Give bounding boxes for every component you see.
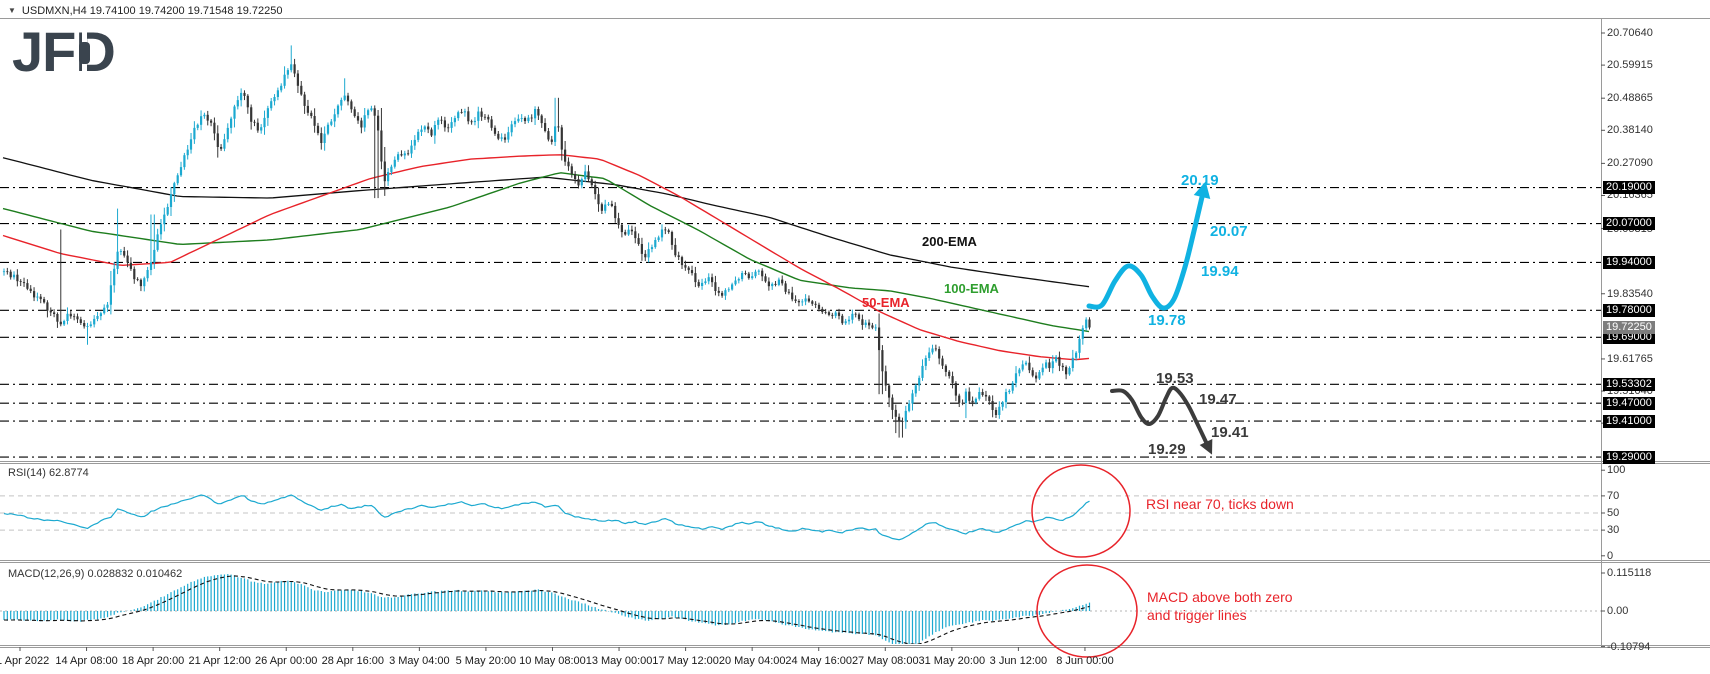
price-level-badge: 19.29000 (1603, 450, 1655, 464)
macd-axis-label: 0.00 (1607, 605, 1629, 617)
time-axis-label: 8 Jun 00:00 (1056, 655, 1114, 667)
projection-price-label: 19.78 (1148, 312, 1186, 329)
rsi-axis-label: 0 (1607, 549, 1614, 562)
symbol-quote-line: USDMXN,H4 19.74100 19.74200 19.71548 19.… (21, 5, 283, 17)
time-axis-label: 26 Apr 00:00 (255, 655, 318, 667)
analysis-note: and trigger lines (1147, 607, 1247, 623)
ema-name-label: 100-EMA (944, 281, 999, 296)
highlight-circle (1036, 564, 1138, 658)
price-level-badge: 19.41000 (1603, 414, 1655, 428)
time-axis-label: 3 Jun 12:00 (989, 655, 1048, 667)
rsi-indicator-label: RSI(14) 62.8774 (8, 467, 89, 479)
macd-signal-line (3, 575, 1090, 644)
projection-price-label: 19.47 (1199, 391, 1237, 408)
analysis-note: MACD above both zero (1147, 589, 1293, 605)
price-level-badge: 19.47000 (1603, 396, 1655, 410)
highlight-circle (1031, 464, 1131, 558)
rsi-line (3, 494, 1090, 541)
time-axis-label: 11 Apr 2022 (0, 655, 50, 667)
price-axis-label: 20.48865 (1607, 92, 1653, 105)
bullish-arrowhead (1193, 181, 1211, 199)
ema-name-label: 200-EMA (922, 234, 977, 249)
time-axis-label: 24 May 16:00 (785, 655, 853, 667)
candlestick-series (2, 45, 1091, 438)
rsi-axis-label: 50 (1607, 507, 1620, 519)
jfd-logo: JFD (12, 20, 116, 83)
ema-100-line (2, 172, 1090, 333)
projection-price-label: 19.94 (1201, 263, 1239, 280)
ema-200-line (2, 157, 1090, 288)
price-axis-label: 20.38140 (1607, 124, 1653, 137)
current-price-badge: 19.72250 (1603, 321, 1655, 335)
rsi-axis-label: 100 (1607, 464, 1626, 477)
price-level-badge: 19.94000 (1603, 255, 1655, 269)
time-axis-label: 21 Apr 12:00 (188, 655, 251, 667)
time-axis-label: 5 May 20:00 (455, 655, 517, 667)
time-axis-label: 3 May 04:00 (389, 655, 450, 667)
price-axis-label: 20.59915 (1607, 59, 1653, 72)
bullish-projection-arrow (1086, 194, 1205, 311)
price-level-badge: 20.07000 (1603, 217, 1655, 231)
bearish-arrowhead (1199, 438, 1213, 455)
macd-histogram (3, 574, 1091, 644)
projection-price-label: 19.41 (1211, 424, 1249, 441)
price-axis-label: 19.61765 (1607, 352, 1653, 365)
time-axis-label: 17 May 12:00 (652, 655, 719, 667)
ema-50-line (2, 154, 1090, 361)
projection-price-label: 19.29 (1148, 441, 1186, 458)
projection-price-label: 20.07 (1210, 223, 1248, 240)
symbol-header: ▼ USDMXN,H4 19.74100 19.74200 19.71548 19… (8, 5, 282, 17)
time-axis-label: 18 Apr 20:00 (121, 655, 185, 667)
time-axis-label: 28 Apr 16:00 (321, 655, 384, 667)
time-axis-label: 10 May 08:00 (519, 655, 586, 667)
projection-price-label: 20.19 (1181, 172, 1219, 189)
price-level-badge: 20.19000 (1603, 181, 1655, 195)
macd-axis-label: 0.115118 (1607, 567, 1652, 579)
time-axis-label: 31 May 20:00 (918, 655, 986, 667)
price-level-badge: 19.53302 (1603, 377, 1655, 391)
price-axis-label: 19.83540 (1607, 287, 1653, 300)
macd-axis-label: -0.10794 (1607, 640, 1651, 653)
analysis-note: RSI near 70, ticks down (1146, 496, 1294, 512)
bearish-projection-arrow (1110, 385, 1208, 444)
rsi-axis-label: 70 (1607, 489, 1620, 502)
projection-price-label: 19.53 (1156, 370, 1194, 387)
price-axis-label: 20.27090 (1607, 157, 1653, 170)
time-axis-label: 20 May 04:00 (718, 655, 786, 667)
ema-name-label: 50-EMA (862, 295, 910, 310)
price-axis-label: 20.70640 (1607, 27, 1653, 39)
time-axis-label: 13 May 00:00 (585, 655, 653, 667)
jfd-logo-pill (79, 42, 90, 64)
price-level-badge: 19.78000 (1603, 303, 1655, 317)
time-axis-label: 27 May 08:00 (851, 655, 919, 667)
symbol-dropdown-icon[interactable]: ▼ (8, 6, 16, 15)
time-axis-label: 14 Apr 08:00 (55, 655, 118, 667)
rsi-axis-label: 30 (1607, 524, 1620, 537)
macd-indicator-label: MACD(12,26,9) 0.028832 0.010462 (8, 568, 183, 580)
